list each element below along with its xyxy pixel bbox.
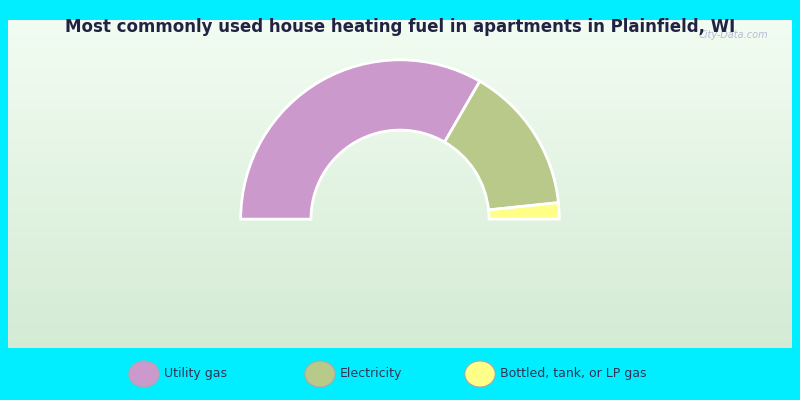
Wedge shape <box>445 81 558 210</box>
Ellipse shape <box>305 361 335 387</box>
Text: Electricity: Electricity <box>340 368 402 380</box>
Wedge shape <box>489 203 559 219</box>
Ellipse shape <box>465 361 495 387</box>
Text: Bottled, tank, or LP gas: Bottled, tank, or LP gas <box>500 368 646 380</box>
Text: Most commonly used house heating fuel in apartments in Plainfield, WI: Most commonly used house heating fuel in… <box>65 18 735 36</box>
Text: Utility gas: Utility gas <box>164 368 227 380</box>
Text: City-Data.com: City-Data.com <box>699 30 769 40</box>
Ellipse shape <box>129 361 159 387</box>
Wedge shape <box>241 60 480 219</box>
